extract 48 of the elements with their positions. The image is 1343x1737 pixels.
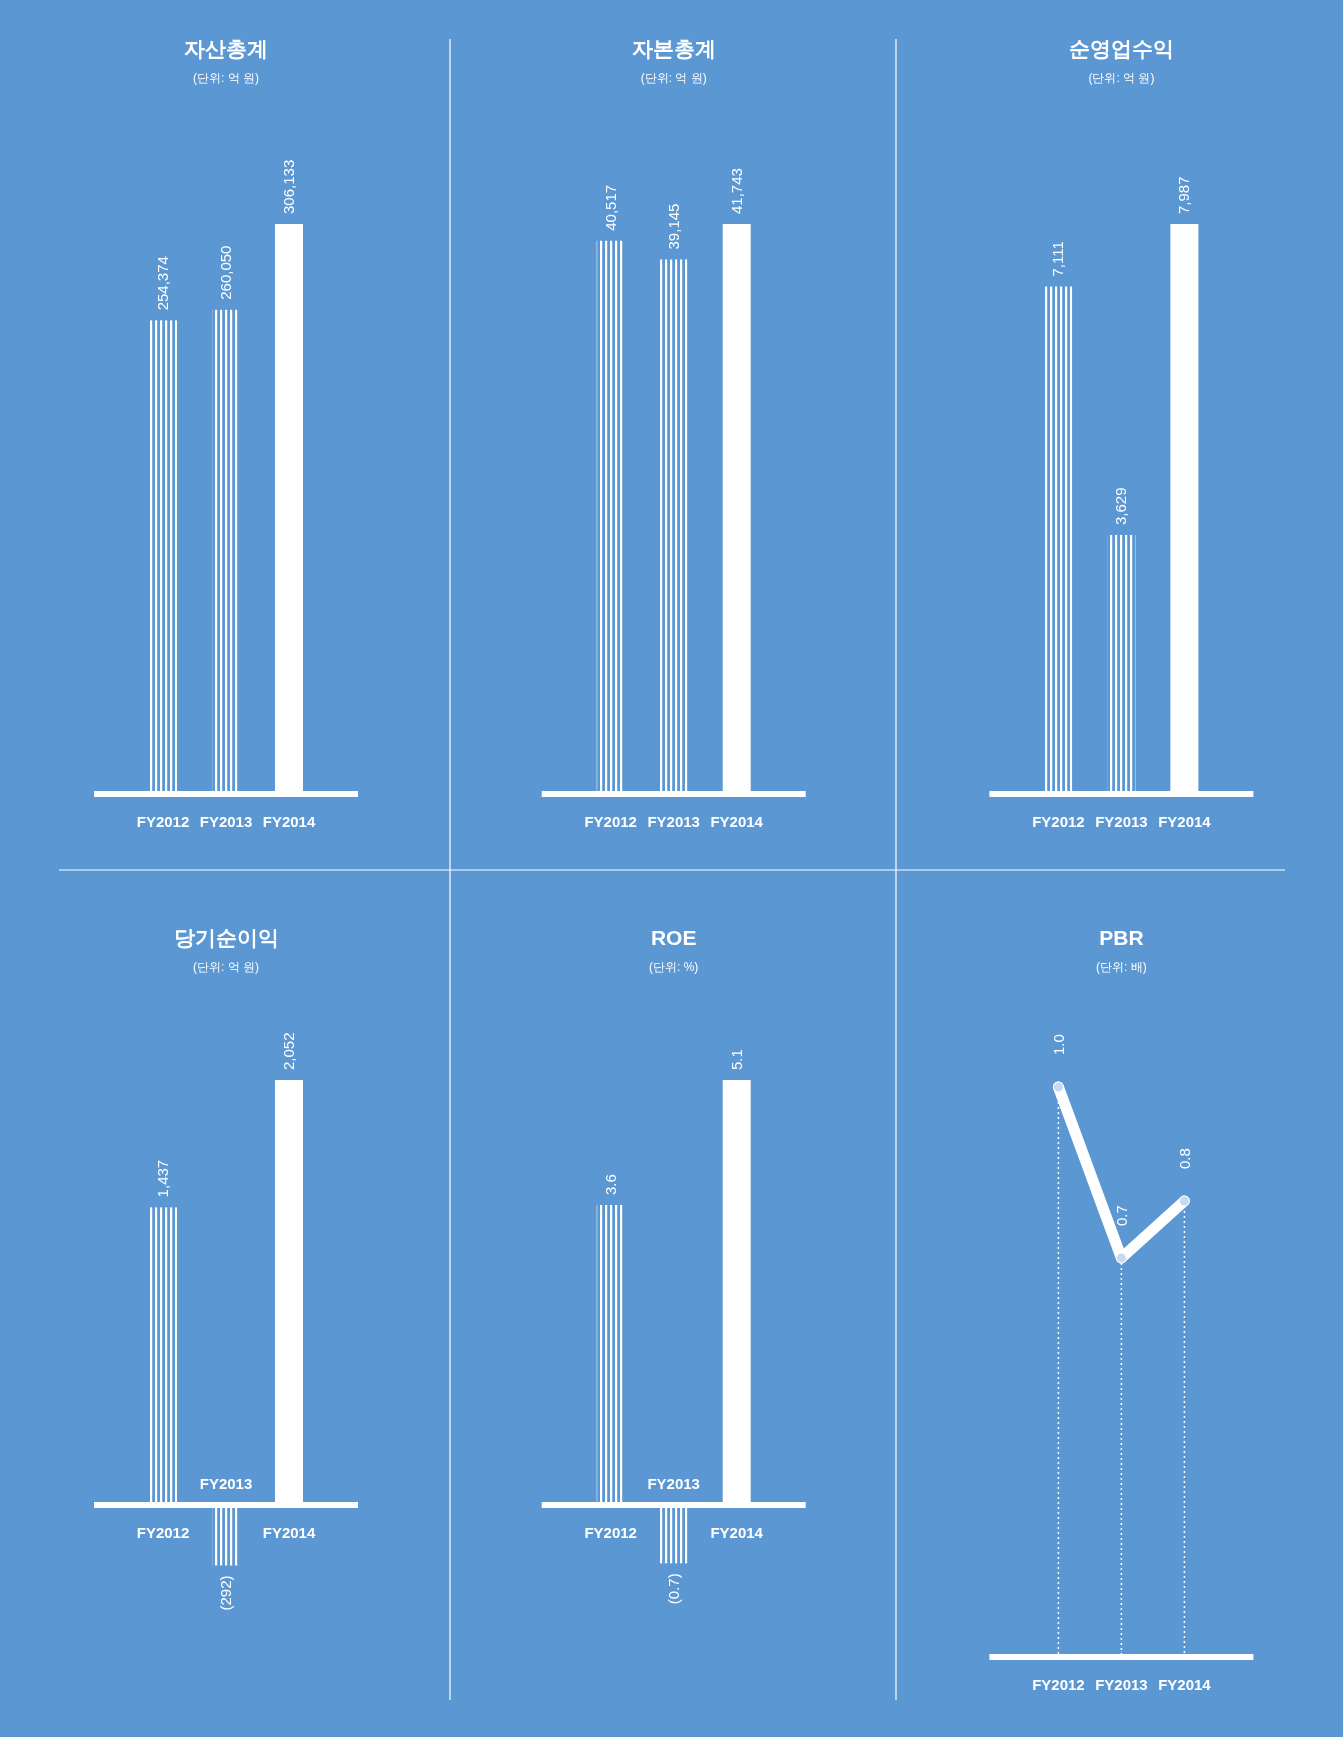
x-tick-label: FY2014 — [1158, 1676, 1212, 1693]
chart-subtitle: (단위: %) — [649, 960, 699, 974]
data-label: 3.6 — [601, 1174, 619, 1195]
x-tick-label: FY2012 — [136, 813, 190, 830]
data-label: 5.1 — [727, 1049, 745, 1070]
data-label: 3,629 — [1112, 487, 1130, 526]
x-tick-label: FY2014 — [710, 1524, 764, 1541]
data-label: 1.0 — [1050, 1034, 1068, 1055]
data-label: 2,052 — [280, 1032, 297, 1070]
data-label: 7,111 — [1049, 241, 1067, 277]
data-label: 0.7 — [1113, 1205, 1131, 1226]
data-label: (0.7) — [664, 1573, 682, 1605]
x-tick-label: FY2012 — [1032, 1676, 1085, 1693]
chart-title: 순영업수익 — [1068, 37, 1174, 60]
data-label: 39,145 — [664, 203, 682, 250]
chart-subtitle: (단위: 억 원) — [1088, 71, 1155, 85]
x-tick-label: FY2013 — [1095, 1676, 1148, 1693]
data-label: 1,437 — [154, 1159, 171, 1198]
x-tick-label: FY2013 — [647, 813, 700, 830]
chart-title: 자산총계 — [184, 37, 268, 60]
data-label: 40,517 — [601, 184, 619, 231]
chart-subtitle: (단위: 억 원) — [640, 71, 707, 85]
x-tick-label: FY2014 — [262, 1524, 316, 1541]
data-label: (292) — [217, 1575, 234, 1611]
data-label: 7,987 — [1175, 176, 1193, 214]
chart-subtitle: (단위: 억 원) — [193, 960, 259, 974]
data-label: 306,133 — [280, 159, 297, 214]
chart-subtitle: (단위: 억 원) — [193, 71, 259, 85]
x-tick-label: FY2012 — [584, 1524, 637, 1541]
chart-title: PBR — [1099, 926, 1144, 949]
x-tick-label: FY2013 — [647, 1475, 700, 1492]
data-label: 0.8 — [1176, 1148, 1194, 1169]
x-tick-label: FY2012 — [1032, 813, 1085, 830]
x-tick-label: FY2012 — [584, 813, 637, 830]
data-label: 254,374 — [154, 256, 171, 311]
chart-title: 당기순이익 — [173, 926, 279, 949]
data-label: 260,050 — [217, 245, 234, 300]
chart-title: ROE — [650, 926, 697, 949]
chart-title: 자본총계 — [631, 37, 716, 60]
x-tick-label: FY2014 — [710, 813, 764, 830]
data-label: 41,743 — [727, 168, 745, 214]
x-tick-label: FY2013 — [199, 813, 253, 830]
x-tick-label: FY2013 — [199, 1475, 253, 1492]
chart-subtitle: (단위: 배) — [1096, 960, 1147, 974]
x-tick-label: FY2013 — [1095, 813, 1148, 830]
x-tick-label: FY2014 — [1158, 813, 1212, 830]
x-tick-label: FY2014 — [262, 813, 316, 830]
x-tick-label: FY2012 — [136, 1524, 190, 1541]
